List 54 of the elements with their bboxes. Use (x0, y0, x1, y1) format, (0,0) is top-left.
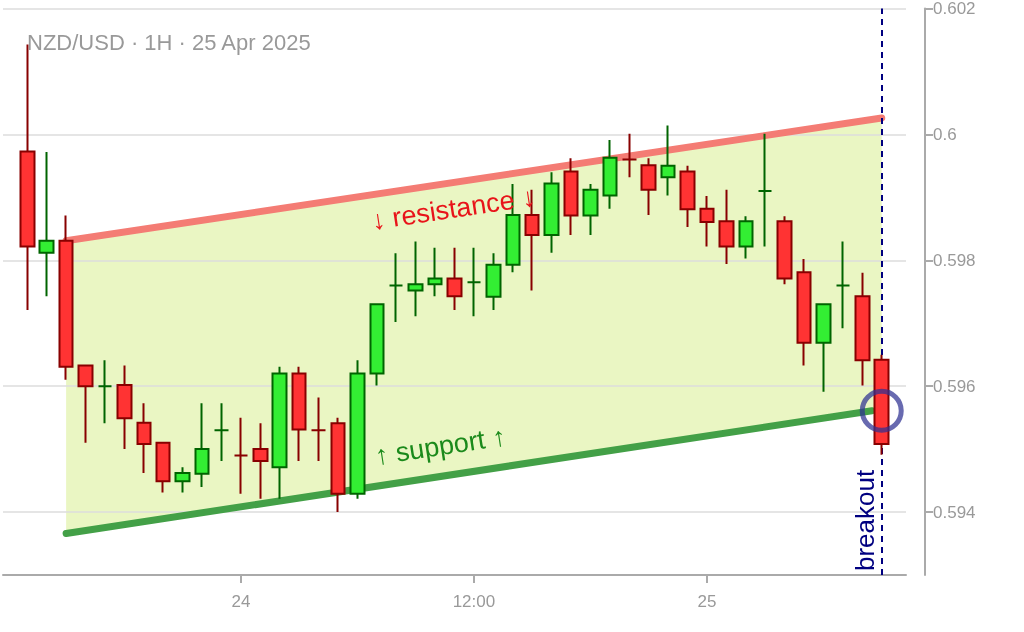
candlestick (796, 258, 812, 367)
candlestick (407, 240, 424, 318)
candlestick (524, 188, 540, 292)
candlestick (718, 188, 735, 266)
y-tick-label: 0.6 (933, 124, 957, 144)
x-tick-label: 12:00 (452, 592, 496, 611)
candlestick (194, 402, 210, 488)
candlestick (213, 402, 230, 463)
candlestick (582, 183, 599, 237)
text: ↓ resistance ↓ (369, 181, 538, 236)
x-tick-label: 25 (697, 592, 717, 611)
candlestick (58, 214, 74, 381)
candlestick (757, 132, 773, 248)
candlestick (640, 157, 657, 216)
candlestick (563, 157, 579, 237)
candlestick (38, 151, 55, 298)
candlestick (485, 252, 502, 311)
candlestick (699, 195, 715, 248)
x-tick-label: 24 (231, 592, 251, 611)
candlestick (543, 171, 560, 254)
candlestick (738, 215, 754, 260)
candlestick (233, 416, 249, 495)
candlestick (291, 365, 307, 463)
y-tick-label: 0.598 (933, 250, 976, 270)
candlestick (174, 466, 191, 494)
candlestick (252, 422, 269, 500)
candlestick (660, 124, 676, 197)
candlestick (271, 365, 288, 500)
candlestick (446, 246, 463, 311)
candlestick (835, 240, 851, 330)
candlestick (77, 364, 94, 444)
candlestick (815, 303, 832, 393)
candlestick (679, 164, 696, 228)
text: ↑ support ↑ (372, 421, 508, 471)
candlestick (310, 396, 327, 463)
candlestick (136, 402, 152, 475)
candlestick (388, 252, 404, 323)
candlestick (427, 246, 443, 298)
candlestick (621, 132, 638, 179)
candlestick (349, 359, 366, 500)
candlestick (155, 441, 171, 494)
y-tick-label: 0.596 (933, 376, 976, 396)
candlestick (97, 359, 113, 425)
text: NZD/USD · 1H · 25 Apr 2025 (27, 29, 311, 55)
candlestick (776, 215, 793, 286)
ref-line-label: breakout (849, 469, 880, 571)
candlestick (466, 246, 482, 318)
candlestick (602, 139, 618, 210)
y-tick-label: 0.594 (933, 502, 976, 522)
candlestick (116, 364, 133, 451)
candlestick (369, 303, 385, 387)
candlestick (330, 416, 346, 514)
y-tick-label: 0.602 (933, 0, 976, 18)
candlestick (854, 271, 871, 387)
